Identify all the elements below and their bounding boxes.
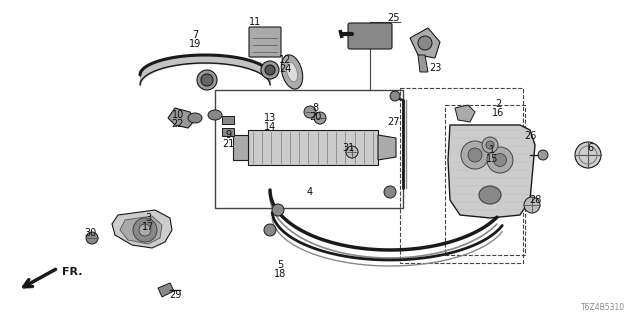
Circle shape bbox=[346, 146, 358, 158]
Polygon shape bbox=[418, 55, 428, 72]
Circle shape bbox=[390, 91, 400, 101]
Bar bbox=[445, 105, 525, 255]
Circle shape bbox=[461, 141, 489, 169]
Text: 5: 5 bbox=[277, 260, 283, 270]
Circle shape bbox=[468, 148, 482, 162]
Polygon shape bbox=[222, 128, 234, 136]
Ellipse shape bbox=[287, 62, 298, 82]
Text: 22: 22 bbox=[172, 119, 184, 129]
FancyBboxPatch shape bbox=[348, 23, 392, 49]
Text: 30: 30 bbox=[84, 228, 96, 238]
Text: 26: 26 bbox=[524, 131, 536, 141]
Polygon shape bbox=[410, 28, 440, 58]
Text: 28: 28 bbox=[529, 195, 541, 205]
Text: 31: 31 bbox=[342, 143, 354, 153]
Polygon shape bbox=[448, 125, 535, 218]
Text: 17: 17 bbox=[142, 222, 154, 232]
FancyBboxPatch shape bbox=[249, 27, 281, 57]
Circle shape bbox=[133, 218, 157, 242]
Circle shape bbox=[264, 224, 276, 236]
Circle shape bbox=[486, 141, 494, 149]
Circle shape bbox=[197, 70, 217, 90]
Ellipse shape bbox=[479, 186, 501, 204]
Bar bbox=[248, 130, 378, 165]
Circle shape bbox=[575, 142, 601, 168]
Text: 25: 25 bbox=[387, 13, 399, 23]
Text: 24: 24 bbox=[279, 64, 291, 74]
Text: 20: 20 bbox=[309, 112, 321, 122]
Text: 15: 15 bbox=[486, 154, 498, 164]
Text: 8: 8 bbox=[312, 103, 318, 113]
Text: 7: 7 bbox=[192, 30, 198, 40]
Bar bbox=[215, 90, 403, 208]
Text: 1: 1 bbox=[489, 145, 495, 155]
Text: 12: 12 bbox=[279, 55, 291, 65]
Polygon shape bbox=[112, 210, 172, 248]
Circle shape bbox=[482, 137, 498, 153]
Text: 3: 3 bbox=[145, 213, 151, 223]
Text: 18: 18 bbox=[274, 269, 286, 279]
Circle shape bbox=[201, 74, 213, 86]
Text: 4: 4 bbox=[307, 187, 313, 197]
Text: 19: 19 bbox=[189, 39, 201, 49]
Text: 16: 16 bbox=[492, 108, 504, 118]
Text: 10: 10 bbox=[172, 110, 184, 120]
Text: 11: 11 bbox=[249, 17, 261, 27]
Text: 29: 29 bbox=[169, 290, 181, 300]
Text: FR.: FR. bbox=[62, 267, 83, 277]
Text: 2: 2 bbox=[495, 99, 501, 109]
Polygon shape bbox=[378, 135, 396, 160]
Text: 6: 6 bbox=[587, 143, 593, 153]
Circle shape bbox=[265, 65, 275, 75]
Circle shape bbox=[304, 106, 316, 118]
Circle shape bbox=[493, 154, 506, 166]
Circle shape bbox=[272, 204, 284, 216]
Bar bbox=[400, 88, 523, 263]
Ellipse shape bbox=[208, 110, 222, 120]
Text: 9: 9 bbox=[225, 130, 231, 140]
Text: 23: 23 bbox=[429, 63, 441, 73]
Text: 27: 27 bbox=[387, 117, 399, 127]
Polygon shape bbox=[233, 135, 248, 160]
Circle shape bbox=[538, 150, 548, 160]
Circle shape bbox=[139, 224, 151, 236]
Circle shape bbox=[314, 112, 326, 124]
Circle shape bbox=[261, 61, 279, 79]
Polygon shape bbox=[455, 105, 475, 122]
Ellipse shape bbox=[188, 113, 202, 123]
Text: T6Z4B5310: T6Z4B5310 bbox=[581, 303, 625, 312]
Circle shape bbox=[524, 197, 540, 213]
Circle shape bbox=[418, 36, 432, 50]
Text: 21: 21 bbox=[222, 139, 234, 149]
Polygon shape bbox=[120, 216, 162, 244]
Polygon shape bbox=[168, 108, 195, 128]
Text: 14: 14 bbox=[264, 122, 276, 132]
Circle shape bbox=[384, 186, 396, 198]
Polygon shape bbox=[158, 283, 174, 297]
Text: 13: 13 bbox=[264, 113, 276, 123]
Ellipse shape bbox=[282, 55, 303, 89]
Circle shape bbox=[86, 232, 98, 244]
Polygon shape bbox=[222, 116, 234, 124]
Circle shape bbox=[487, 147, 513, 173]
